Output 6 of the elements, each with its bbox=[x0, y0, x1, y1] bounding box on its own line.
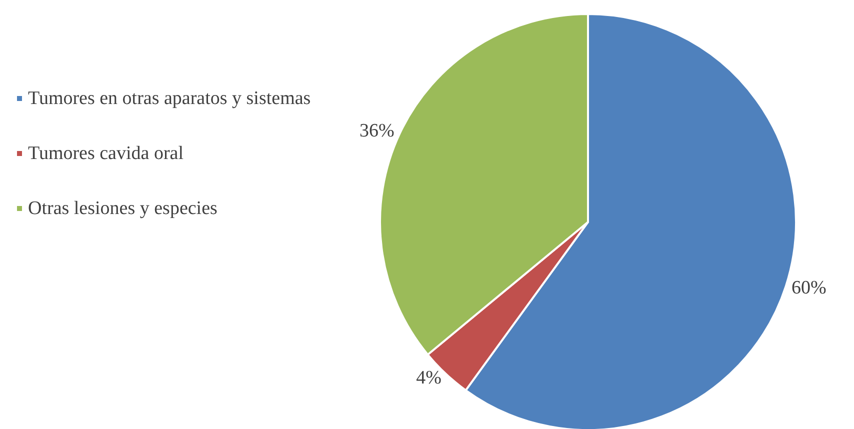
legend-label: Tumores en otras aparatos y sistemas bbox=[28, 88, 311, 109]
data-label: 36% bbox=[360, 120, 395, 142]
data-label: 60% bbox=[792, 278, 827, 299]
legend-label: Tumores cavida oral bbox=[28, 143, 184, 164]
legend-label: Otras lesiones y especies bbox=[28, 198, 218, 219]
data-label: 4% bbox=[416, 368, 442, 388]
